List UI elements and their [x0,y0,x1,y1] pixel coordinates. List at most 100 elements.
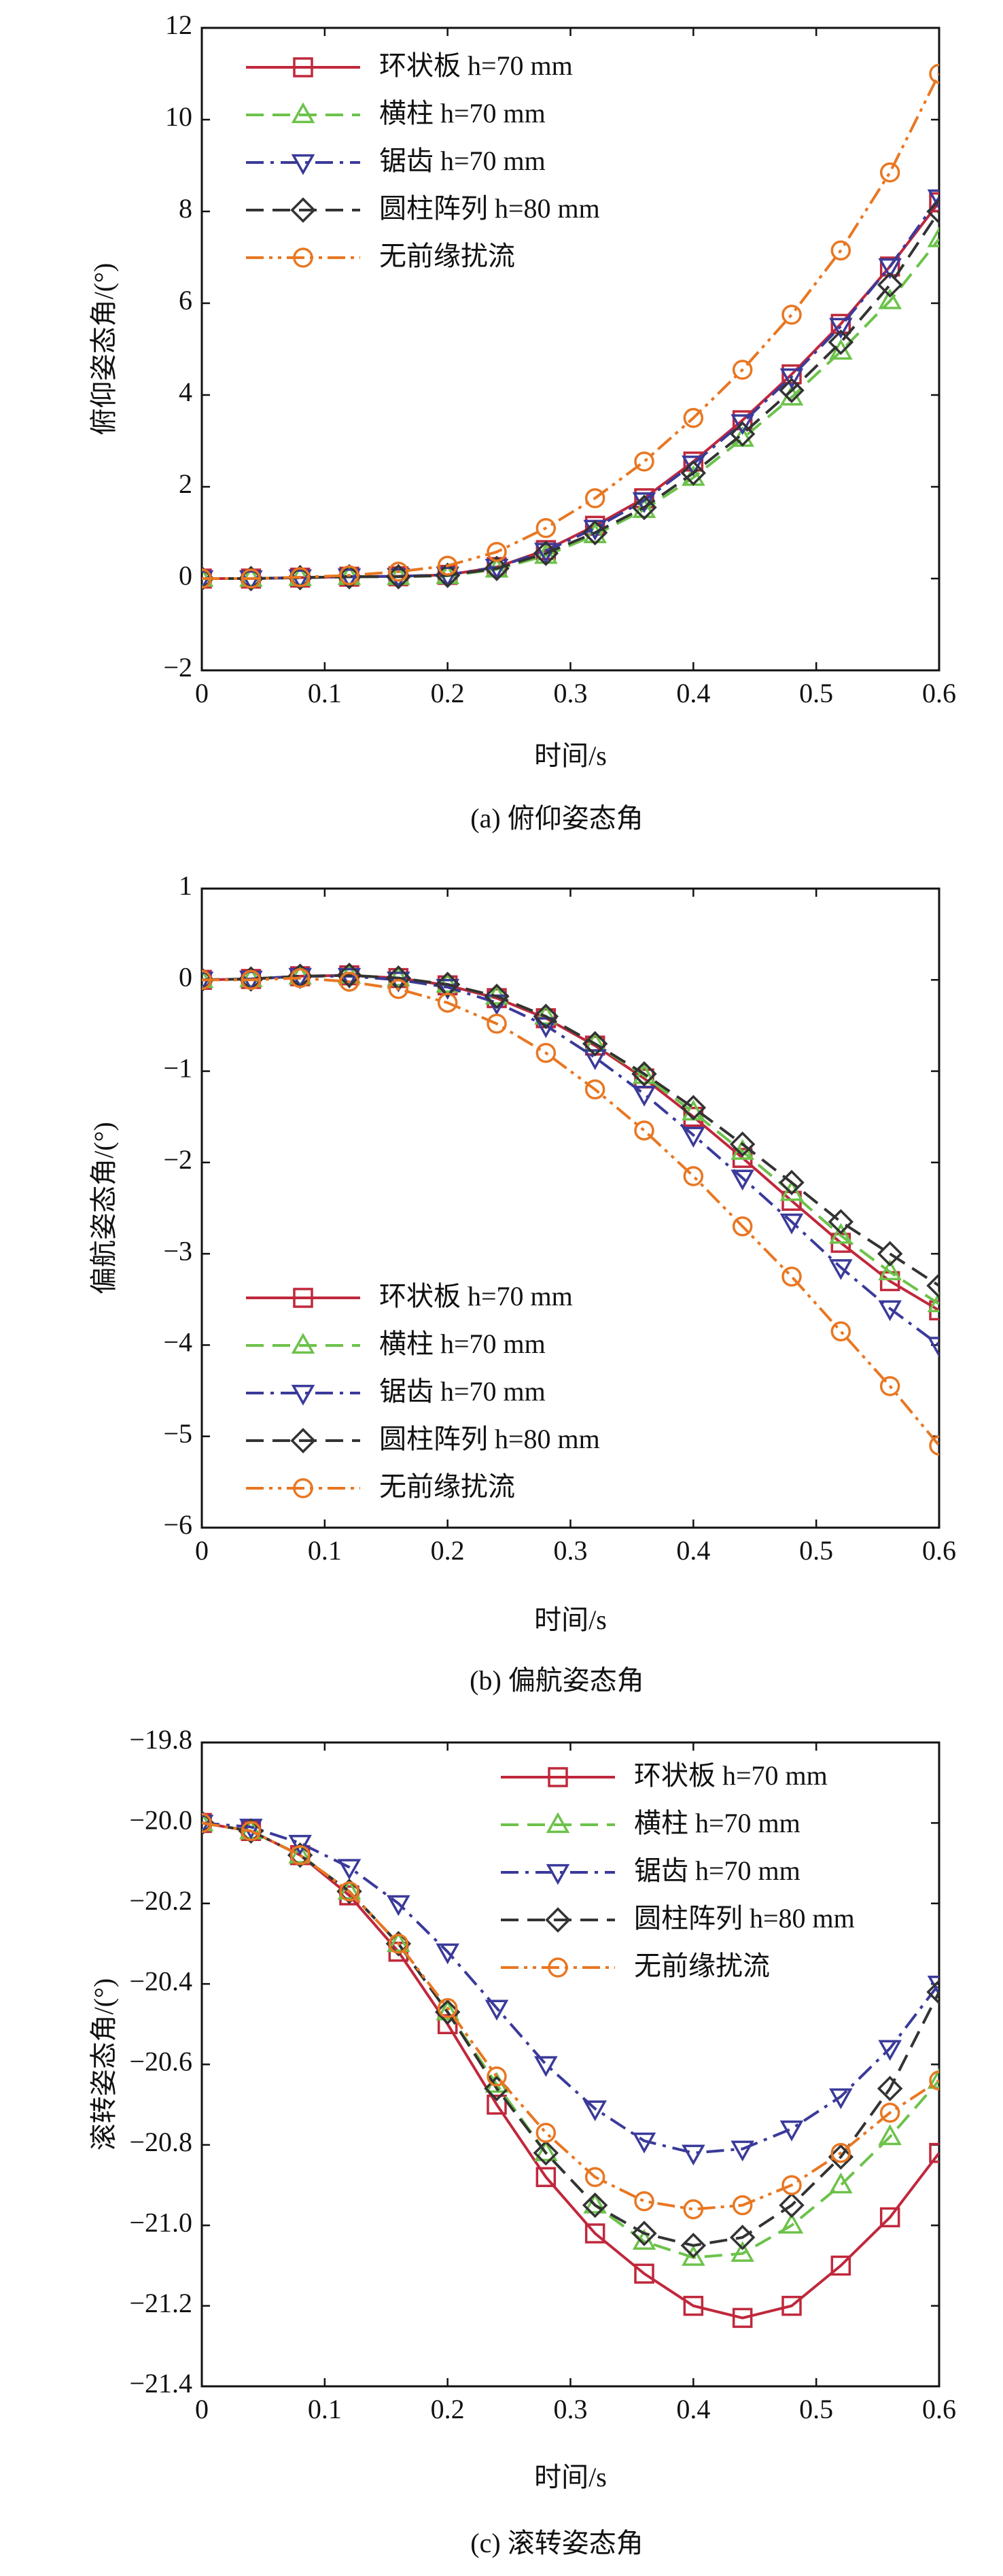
y-tick-label: −3 [163,1235,192,1266]
marker [293,247,313,268]
x-tick-label: 0.1 [308,678,342,708]
marker [239,566,263,587]
marker [339,972,359,992]
x-tick-label: 0.6 [922,2394,956,2424]
marker [731,414,754,436]
y-tick-label: −21.4 [129,2368,192,2399]
marker [927,1337,939,1358]
marker [534,1017,558,1038]
plot: 0 0.1 0.2 0.3 0.4 0.5 0.6 −21.4 −21.2 −21.0 −20.8 −… [88,1724,956,2558]
marker [582,2192,608,2218]
caption: (a) 俯仰姿态角 [470,803,643,834]
legend-label: 锯齿 h=70 mm [634,1855,800,1886]
marker [631,494,657,521]
marker [437,993,458,1013]
x-tick-label: 0.4 [676,678,710,708]
plot-frame [200,1741,940,2388]
marker [828,1209,854,1235]
marker [583,2100,607,2122]
marker [584,2223,605,2244]
series-group [202,962,939,1456]
marker [534,2140,558,2161]
marker [436,1999,459,2021]
marker [202,967,214,989]
marker [484,983,510,1010]
y-axis-label: 偏航姿态角/(°) [88,1122,119,1294]
series-line [202,1821,939,2154]
marker [535,1042,557,1063]
marker [434,972,461,997]
series-line [202,974,939,1312]
marker [731,1169,754,1191]
marker [293,1288,313,1308]
marker [337,1878,362,1900]
marker [437,2014,458,2035]
x-tick-label: 0.6 [922,678,956,708]
legend-label: 横柱 h=70 mm [379,98,546,128]
x-tick-label: 0.1 [308,1535,342,1566]
marker [927,189,939,211]
marker [290,197,316,223]
y-tick-label: −20.6 [129,2046,192,2077]
legend-label: 环状板 h=70 mm [379,50,573,81]
marker [680,2233,707,2259]
marker [731,2140,754,2162]
marker [926,199,939,224]
legend-label: 无前缘扰流 [379,241,515,271]
marker [293,1478,313,1498]
y-tick-label: 6 [179,285,192,315]
marker [202,568,212,589]
series-line [202,73,939,580]
marker [781,364,802,385]
marker [388,562,409,582]
marker [387,1931,410,1953]
marker [779,368,804,390]
y-tick-label: 1 [179,870,192,901]
marker [241,969,262,991]
marker [437,1997,458,2019]
marker [533,540,559,566]
y-tick-label: −6 [163,1509,192,1540]
marker [487,542,507,562]
marker [878,2124,902,2146]
series-line [202,1821,939,2259]
marker [781,1266,802,1287]
marker [583,1049,607,1070]
marker [828,2144,854,2170]
marker [729,2225,756,2250]
marker [239,570,263,591]
marker [548,1957,568,1978]
marker [929,192,939,213]
marker [582,1031,608,1057]
y-tick-label: 8 [179,193,192,224]
marker [779,2120,804,2142]
marker [634,2263,654,2284]
marker [291,154,315,175]
marker [291,102,315,124]
y-tick-label: 0 [179,961,192,992]
marker [535,2123,557,2143]
marker [680,460,707,486]
marker [830,240,851,261]
marker [582,519,608,546]
marker [682,1127,705,1148]
marker [533,1003,559,1029]
marker [929,1435,939,1456]
y-tick-label: −21.2 [129,2288,192,2318]
marker [878,1259,902,1281]
marker [484,555,510,581]
marker [829,2088,853,2110]
marker [829,1259,853,1280]
marker [545,1907,571,1933]
marker [830,1321,851,1342]
marker [631,2220,657,2246]
marker [877,2076,903,2101]
marker [339,565,359,586]
marker [927,2067,939,2089]
marker [288,569,312,591]
y-tick-label: −5 [163,1418,192,1449]
marker [632,497,656,518]
marker [584,488,605,509]
marker [829,2172,853,2194]
